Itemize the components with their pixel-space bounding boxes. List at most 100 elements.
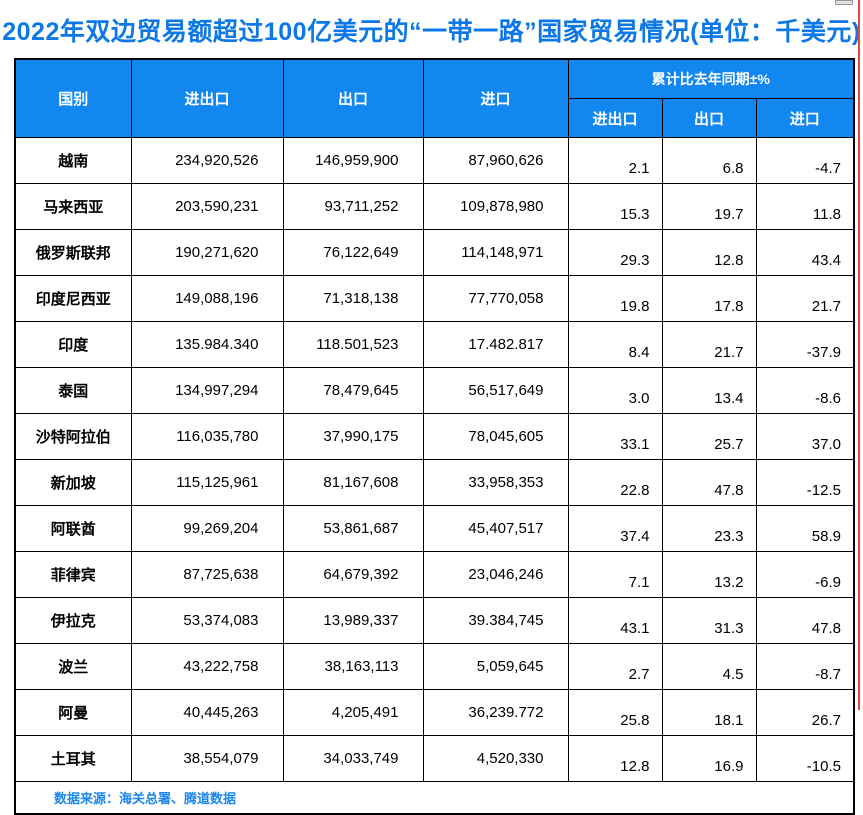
cell-export: 118.501,523 <box>282 321 424 368</box>
cell-yoy_total: 7.1 <box>567 551 663 598</box>
cell-yoy_total: 2.1 <box>567 137 663 184</box>
cell-import: 87,960,626 <box>422 137 569 184</box>
cell-yoy_import: -37.9 <box>755 321 855 368</box>
cell-yoy_total: 37.4 <box>567 505 663 552</box>
cell-import: 39.384,745 <box>422 597 569 644</box>
cell-export: 81,167,608 <box>282 459 424 506</box>
red-edge-line <box>858 0 860 710</box>
cell-yoy_export: 19.7 <box>661 183 757 230</box>
cell-import: 23,046,246 <box>422 551 569 598</box>
cell-country: 印度 <box>14 321 132 368</box>
cell-yoy_total: 19.8 <box>567 275 663 322</box>
cell-yoy_export: 13.4 <box>661 367 757 414</box>
cell-total: 99,269,204 <box>130 505 284 552</box>
table-row: 阿曼 40,445,263 4,205,491 36,239.772 25.8 18.1 2… <box>14 689 855 736</box>
cell-total: 38,554,079 <box>130 735 284 782</box>
table-row: 新加坡 115,125,961 81,167,608 33,958,353 22.8 47… <box>14 459 855 506</box>
cell-yoy_total: 33.1 <box>567 413 663 460</box>
cell-export: 64,679,392 <box>282 551 424 598</box>
cell-yoy_total: 25.8 <box>567 689 663 736</box>
cell-export: 146,959,900 <box>282 137 424 184</box>
cell-import: 45,407,517 <box>422 505 569 552</box>
cell-country: 俄罗斯联邦 <box>14 229 132 276</box>
header-yoy-import: 进口 <box>755 98 855 138</box>
cell-yoy_import: 21.7 <box>755 275 855 322</box>
cell-import: 17.482.817 <box>422 321 569 368</box>
header-total: 进出口 <box>130 58 284 138</box>
cell-yoy_export: 23.3 <box>661 505 757 552</box>
table-row: 越南 234,920,526 146,959,900 87,960,626 2.1 6.8… <box>14 137 855 184</box>
cell-export: 93,711,252 <box>282 183 424 230</box>
table-row: 波兰 43,222,758 38,163,113 5,059,645 2.7 4.5 -8.… <box>14 643 855 690</box>
cell-yoy_total: 8.4 <box>567 321 663 368</box>
cell-yoy_total: 22.8 <box>567 459 663 506</box>
cell-yoy_export: 6.8 <box>661 137 757 184</box>
header-yoy-total: 进出口 <box>567 98 663 138</box>
cell-yoy_export: 18.1 <box>661 689 757 736</box>
cell-country: 伊拉克 <box>14 597 132 644</box>
cell-yoy_export: 13.2 <box>661 551 757 598</box>
cell-yoy_total: 43.1 <box>567 597 663 644</box>
table-footer: 数据来源：海关总署、腾道数据 <box>14 781 855 815</box>
cell-total: 40,445,263 <box>130 689 284 736</box>
table-row: 马来西亚 203,590,231 93,711,252 109,878,980 15.3… <box>14 183 855 230</box>
cell-country: 新加坡 <box>14 459 132 506</box>
cell-export: 37,990,175 <box>282 413 424 460</box>
cell-yoy_import: -6.9 <box>755 551 855 598</box>
cell-country: 波兰 <box>14 643 132 690</box>
cell-import: 33,958,353 <box>422 459 569 506</box>
cell-yoy_export: 47.8 <box>661 459 757 506</box>
cell-total: 53,374,083 <box>130 597 284 644</box>
cell-total: 134,997,294 <box>130 367 284 414</box>
cell-total: 190,271,620 <box>130 229 284 276</box>
header-yoy-export: 出口 <box>661 98 757 138</box>
cell-import: 78,045,605 <box>422 413 569 460</box>
scrollbar-fragment[interactable] <box>835 0 853 5</box>
cell-yoy_export: 17.8 <box>661 275 757 322</box>
table-header: 国别 进出口 出口 进口 累计比去年同期±% 进出口 出口 进口 <box>14 58 855 138</box>
cell-yoy_import: -10.5 <box>755 735 855 782</box>
header-export: 出口 <box>282 58 424 138</box>
cell-yoy_import: -8.6 <box>755 367 855 414</box>
cell-country: 沙特阿拉伯 <box>14 413 132 460</box>
cell-export: 4,205,491 <box>282 689 424 736</box>
cell-yoy_total: 12.8 <box>567 735 663 782</box>
trade-table: 国别 进出口 出口 进口 累计比去年同期±% 进出口 出口 进口 越南 234,9… <box>14 58 855 815</box>
cell-yoy_import: 11.8 <box>755 183 855 230</box>
cell-import: 56,517,649 <box>422 367 569 414</box>
cell-yoy_export: 31.3 <box>661 597 757 644</box>
cell-total: 87,725,638 <box>130 551 284 598</box>
cell-total: 115,125,961 <box>130 459 284 506</box>
cell-country: 越南 <box>14 137 132 184</box>
cell-yoy_import: -12.5 <box>755 459 855 506</box>
table-row: 俄罗斯联邦 190,271,620 76,122,649 114,148,971 29.… <box>14 229 855 276</box>
cell-import: 109,878,980 <box>422 183 569 230</box>
cell-yoy_export: 21.7 <box>661 321 757 368</box>
cell-yoy_import: -8.7 <box>755 643 855 690</box>
cell-country: 泰国 <box>14 367 132 414</box>
cell-import: 5,059,645 <box>422 643 569 690</box>
cell-yoy_total: 3.0 <box>567 367 663 414</box>
cell-export: 71,318,138 <box>282 275 424 322</box>
header-yoy-group: 累计比去年同期±% <box>567 58 855 99</box>
table-body: 越南 234,920,526 146,959,900 87,960,626 2.1 6.8… <box>14 137 855 782</box>
cell-total: 203,590,231 <box>130 183 284 230</box>
cell-yoy_export: 12.8 <box>661 229 757 276</box>
cell-country: 阿曼 <box>14 689 132 736</box>
table-row: 泰国 134,997,294 78,479,645 56,517,649 3.0 13.4… <box>14 367 855 414</box>
cell-country: 土耳其 <box>14 735 132 782</box>
header-import: 进口 <box>422 58 569 138</box>
cell-country: 印度尼西亚 <box>14 275 132 322</box>
cell-country: 阿联酋 <box>14 505 132 552</box>
cell-yoy_import: -4.7 <box>755 137 855 184</box>
cell-import: 4,520,330 <box>422 735 569 782</box>
cell-export: 38,163,113 <box>282 643 424 690</box>
page-title: 2022年双边贸易额超过100亿美元的“一带一路”国家贸易情况(单位：千美元) <box>2 18 861 46</box>
cell-import: 114,148,971 <box>422 229 569 276</box>
cell-yoy_import: 58.9 <box>755 505 855 552</box>
cell-yoy_export: 16.9 <box>661 735 757 782</box>
cell-yoy_import: 47.8 <box>755 597 855 644</box>
cell-yoy_total: 15.3 <box>567 183 663 230</box>
cell-export: 76,122,649 <box>282 229 424 276</box>
cell-export: 34,033,749 <box>282 735 424 782</box>
